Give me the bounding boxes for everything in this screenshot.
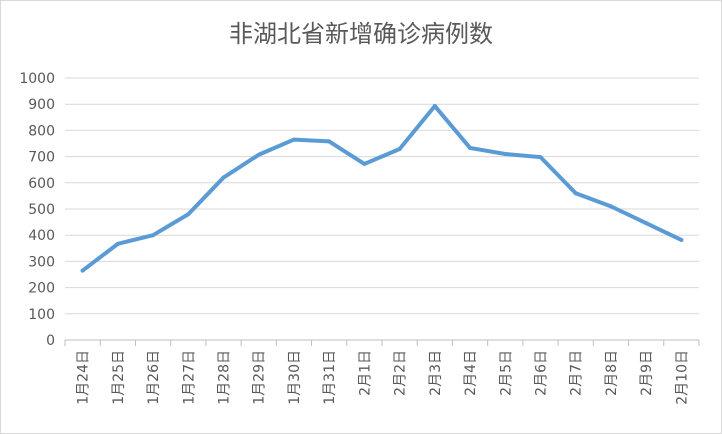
- data-point: [644, 221, 649, 226]
- data-point: [327, 139, 332, 144]
- x-tick-label: 2月3日: [428, 350, 444, 396]
- y-tick-label: 100: [28, 307, 55, 323]
- y-tick-label: 0: [46, 333, 55, 349]
- data-point: [538, 155, 543, 160]
- x-tick-label: 2月8日: [604, 350, 620, 396]
- y-tick-label: 800: [28, 123, 55, 139]
- data-point: [432, 104, 437, 109]
- data-point: [80, 268, 85, 273]
- data-point: [503, 151, 508, 156]
- x-tick-label: 1月25日: [111, 350, 127, 405]
- data-point: [151, 233, 156, 238]
- data-point: [468, 145, 473, 150]
- data-point: [608, 204, 613, 209]
- y-tick-label: 200: [28, 281, 55, 297]
- x-tick-label: 1月27日: [181, 350, 197, 405]
- x-tick-label: 1月24日: [76, 350, 92, 405]
- x-axis-ticks: 1月24日 1月25日 1月26日 1月27日 1月28日 1月29日 1月30日 1月31日…: [76, 350, 691, 405]
- y-tick-label: 900: [28, 97, 55, 113]
- y-tick-label: 300: [28, 254, 55, 270]
- y-tick-label: 700: [28, 150, 55, 166]
- data-point: [186, 212, 191, 217]
- y-tick-label: 1000: [19, 71, 55, 87]
- x-tick-label: 1月29日: [252, 350, 268, 405]
- y-tick-label: 400: [28, 228, 55, 244]
- x-tick-label: 2月2日: [393, 350, 409, 396]
- x-tick-label: 2月10日: [674, 350, 690, 405]
- x-axis: [64, 339, 700, 346]
- series-layer: [80, 104, 684, 273]
- data-point: [679, 237, 684, 242]
- data-point: [256, 152, 261, 157]
- data-point: [221, 175, 226, 180]
- y-tick-label: 600: [28, 176, 55, 192]
- x-tick-label: 1月28日: [217, 350, 233, 405]
- data-point: [291, 137, 296, 142]
- data-point: [573, 191, 578, 196]
- x-tick-label: 2月4日: [463, 350, 479, 396]
- chart-title: 非湖北省新增确诊病例数: [229, 20, 493, 48]
- x-tick-label: 1月31日: [322, 350, 338, 405]
- x-tick-label: 2月1日: [357, 350, 373, 396]
- x-tick-label: 2月6日: [534, 350, 550, 396]
- y-tick-label: 500: [28, 202, 55, 218]
- x-tick-label: 1月26日: [146, 350, 162, 405]
- x-tick-label: 2月7日: [569, 350, 585, 396]
- data-point: [115, 241, 120, 246]
- y-axis-ticks: 0 100 200 300 400 500 600 700 800 900 1000: [19, 71, 55, 349]
- gridlines: [65, 77, 699, 315]
- data-point: [362, 161, 367, 166]
- x-tick-label: 2月5日: [498, 350, 514, 396]
- x-tick-label: 1月30日: [287, 350, 303, 405]
- x-tick-label: 2月9日: [639, 350, 655, 396]
- series-line: [80, 104, 684, 273]
- data-point: [397, 147, 402, 152]
